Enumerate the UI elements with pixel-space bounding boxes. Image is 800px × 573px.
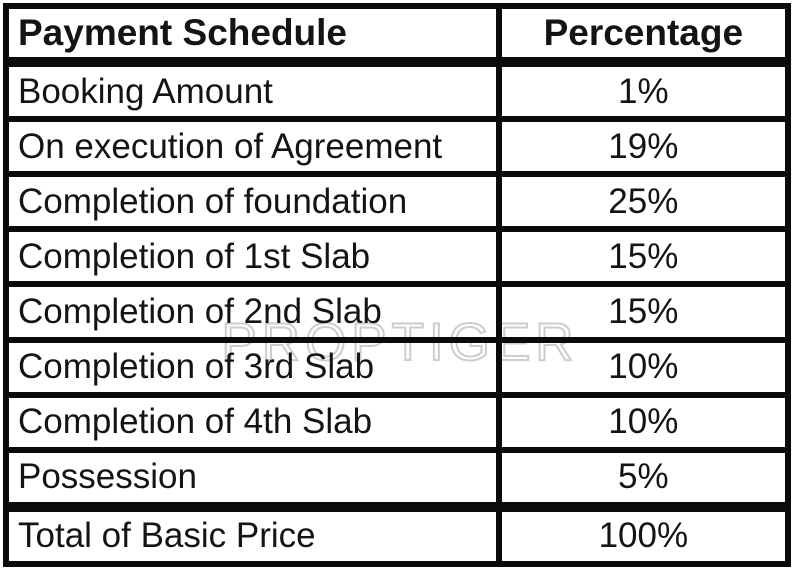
total-row-value: 100%: [495, 501, 792, 568]
payment-row-label: Completion of 4th Slab: [3, 391, 502, 453]
header-row: Payment Schedule Percentage: [3, 3, 792, 67]
payment-row-value: 1%: [495, 58, 792, 123]
payment-schedule-table: Payment Schedule Percentage Booking Amou…: [3, 3, 792, 568]
column-header-payment-schedule: Payment Schedule: [3, 3, 502, 67]
payment-row-label: Possession: [3, 446, 502, 510]
payment-row-label: Completion of 3rd Slab: [3, 336, 502, 398]
payment-row-label: Completion of 2nd Slab: [3, 281, 502, 343]
payment-row-label: Booking Amount: [3, 58, 502, 123]
table-row: On execution of Agreement 19%: [3, 116, 792, 178]
table-row: Completion of 3rd Slab 10%: [3, 336, 792, 398]
table-row: Booking Amount 1%: [3, 58, 792, 123]
table-row: Completion of 4th Slab 10%: [3, 391, 792, 453]
payment-row-label: Completion of foundation: [3, 171, 502, 233]
table-row: Completion of foundation 25%: [3, 171, 792, 233]
payment-row-value: 10%: [495, 391, 792, 453]
table-row: Completion of 2nd Slab 15%: [3, 281, 792, 343]
payment-row-value: 25%: [495, 171, 792, 233]
table-row: Possession 5%: [3, 446, 792, 510]
payment-row-value: 19%: [495, 116, 792, 178]
column-header-percentage: Percentage: [495, 3, 792, 67]
payment-row-value: 5%: [495, 446, 792, 510]
payment-row-value: 15%: [495, 226, 792, 288]
total-row: Total of Basic Price 100%: [3, 501, 792, 568]
payment-row-value: 10%: [495, 336, 792, 398]
payment-row-label: Completion of 1st Slab: [3, 226, 502, 288]
table-row: Completion of 1st Slab 15%: [3, 226, 792, 288]
payment-row-label: On execution of Agreement: [3, 116, 502, 178]
total-row-label: Total of Basic Price: [3, 501, 502, 568]
payment-row-value: 15%: [495, 281, 792, 343]
